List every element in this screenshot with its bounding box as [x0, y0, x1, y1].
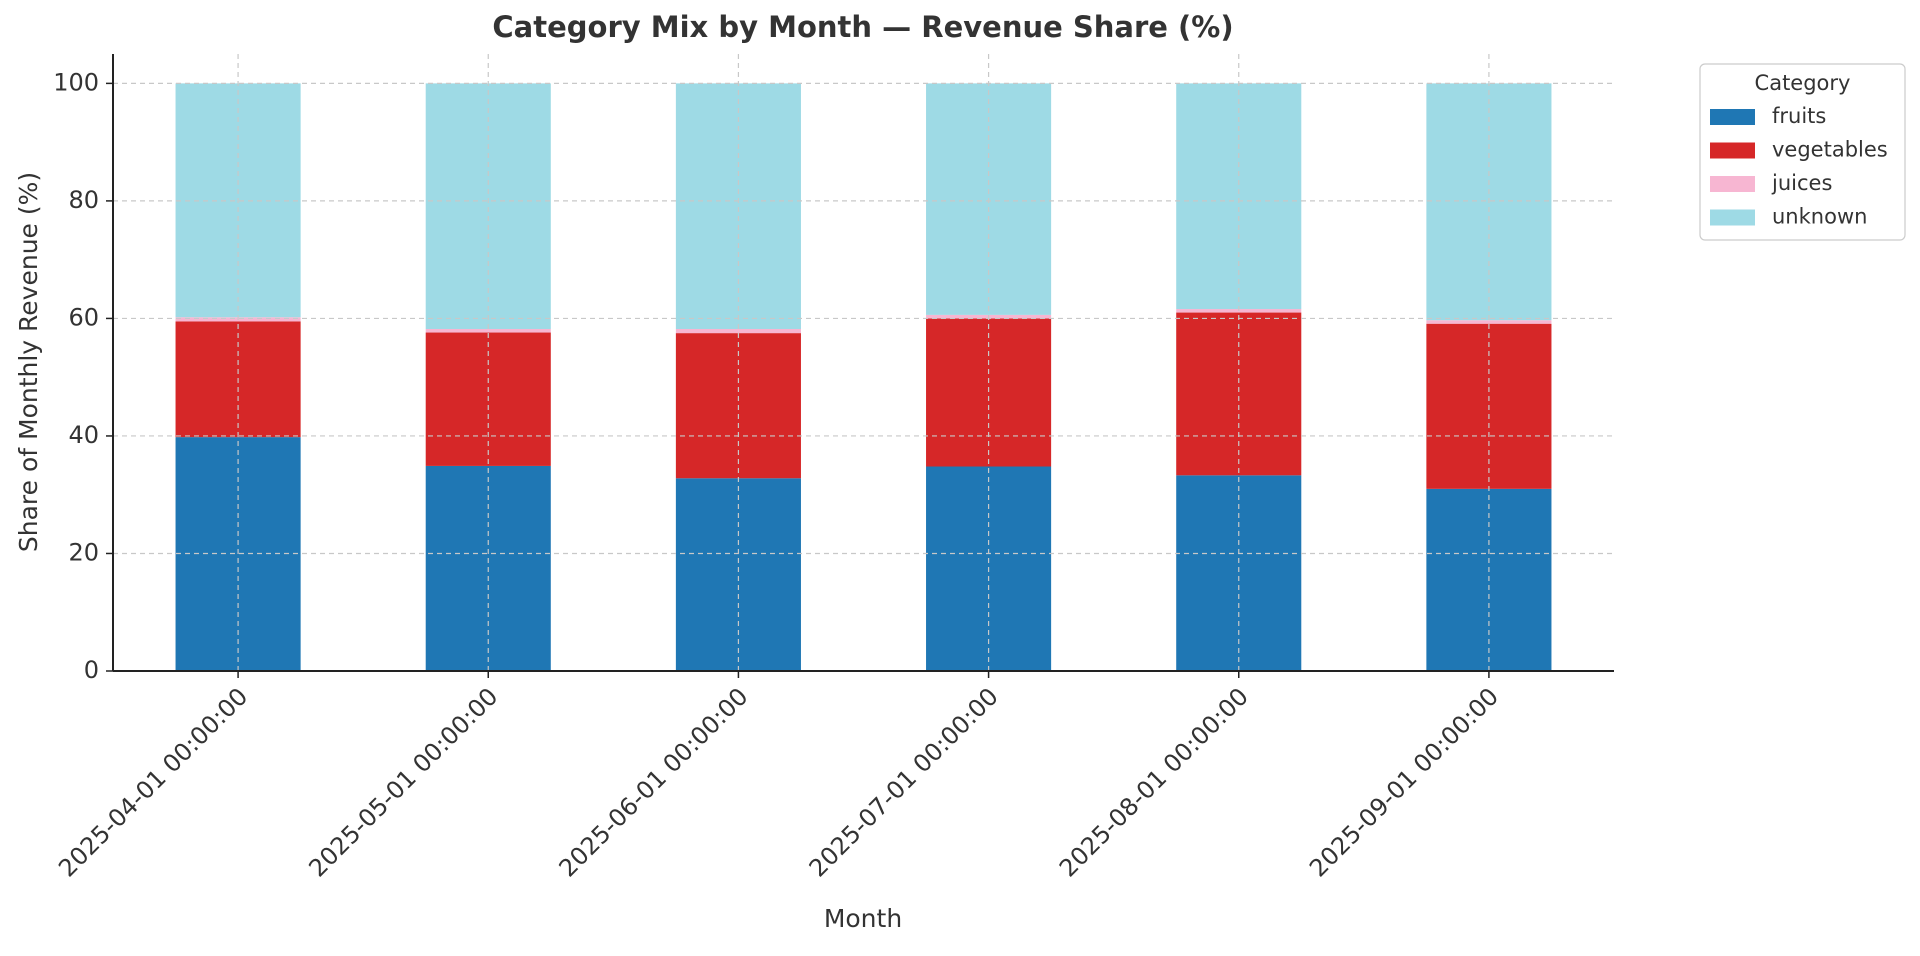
bar-segment	[1426, 320, 1552, 324]
y-axis-label: Share of Monthly Revenue (%)	[14, 172, 43, 552]
y-tick-label: 80	[68, 186, 99, 214]
bar-segment	[1176, 312, 1302, 476]
x-tick-label: 2025-04-01 00:00:00	[53, 682, 253, 882]
legend: Category fruits vegetables juices unknown	[1699, 63, 1906, 241]
x-tick-label: 2025-08-01 00:00:00	[1054, 682, 1254, 882]
bar-segment	[675, 478, 801, 671]
y-tick-label: 40	[68, 421, 99, 449]
legend-label: fruits	[1772, 104, 1826, 128]
x-tick-label: 2025-09-01 00:00:00	[1304, 682, 1504, 882]
x-tick-label: 2025-06-01 00:00:00	[554, 682, 754, 882]
legend-box	[1699, 63, 1906, 241]
bar-segment	[675, 329, 801, 334]
y-tick-label: 60	[68, 303, 99, 331]
legend-swatch	[1710, 142, 1755, 159]
legend-swatch	[1710, 176, 1755, 192]
bar-segment	[425, 329, 551, 333]
x-tick-label: 2025-07-01 00:00:00	[804, 682, 1004, 882]
legend-label: vegetables	[1772, 138, 1888, 162]
legend-title: Category	[1755, 71, 1851, 95]
grid	[113, 54, 1614, 672]
legend-label: unknown	[1772, 205, 1867, 229]
legend-label: juices	[1771, 171, 1832, 195]
legend-swatch	[1710, 109, 1755, 125]
x-axis-label: Month	[824, 904, 902, 933]
x-tick-label: 2025-05-01 00:00:00	[303, 682, 503, 882]
y-tick-label: 0	[84, 656, 99, 684]
y-tick-label: 20	[68, 538, 99, 566]
bars	[175, 83, 1552, 671]
legend-swatch	[1710, 209, 1755, 226]
y-tick-label: 100	[53, 68, 99, 96]
chart-title: Category Mix by Month — Revenue Share (%…	[492, 10, 1233, 44]
